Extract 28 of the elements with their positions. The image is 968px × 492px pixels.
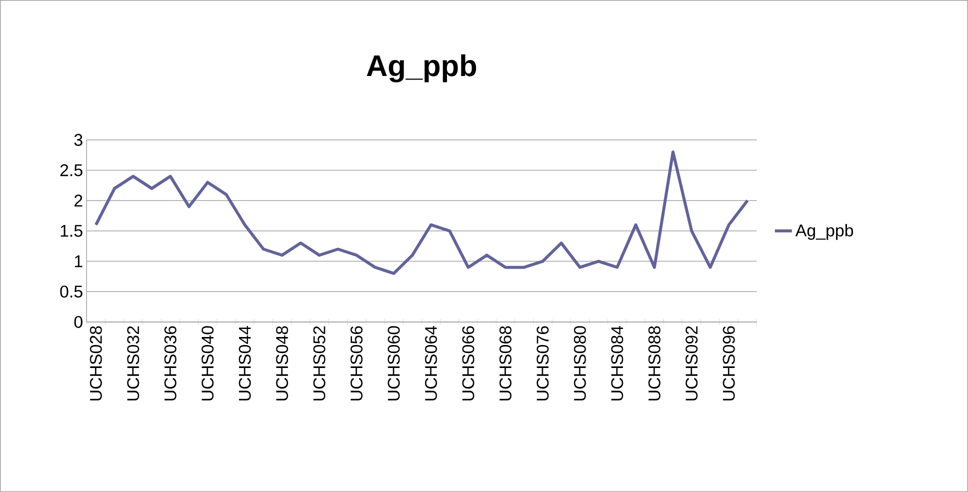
x-tick-label: UCHS036	[164, 326, 176, 400]
y-tick-label: 2.5	[60, 164, 82, 176]
y-tick-label: 0.5	[60, 286, 82, 298]
y-tick-label: 0	[74, 316, 82, 328]
x-tick-label: UCHS076	[536, 326, 549, 400]
legend-label: Ag_ppb	[795, 224, 854, 240]
x-tick-label: UCHS066	[462, 326, 474, 400]
x-tick-label: UCHS088	[648, 326, 660, 400]
y-tick-label: 3	[74, 134, 82, 146]
x-tick-label: UCHS052	[313, 326, 326, 400]
y-tick-label: 1.5	[60, 225, 82, 237]
x-tick-label: UCHS080	[574, 326, 586, 400]
x-tick-label: UCHS040	[202, 326, 214, 400]
x-tick-label: UCHS084	[611, 326, 624, 400]
x-tick-label: UCHS048	[276, 326, 288, 400]
x-tick-label: UCHS032	[127, 326, 140, 400]
x-tick-label: UCHS056	[350, 326, 363, 400]
x-tick-label: UCHS028	[90, 326, 102, 400]
x-tick-label: UCHS060	[388, 326, 400, 400]
x-tick-label: UCHS068	[499, 326, 512, 400]
x-tick-label: UCHS092	[686, 326, 698, 400]
y-tick-label: 1	[74, 255, 82, 268]
x-tick-label: UCHS096	[722, 326, 735, 400]
x-tick-label: UCHS064	[425, 326, 437, 400]
line-series	[94, 150, 749, 275]
y-tick-label: 2	[74, 194, 82, 207]
x-tick-label: UCHS044	[238, 326, 251, 400]
chart-title: Ag_ppb	[366, 54, 476, 82]
